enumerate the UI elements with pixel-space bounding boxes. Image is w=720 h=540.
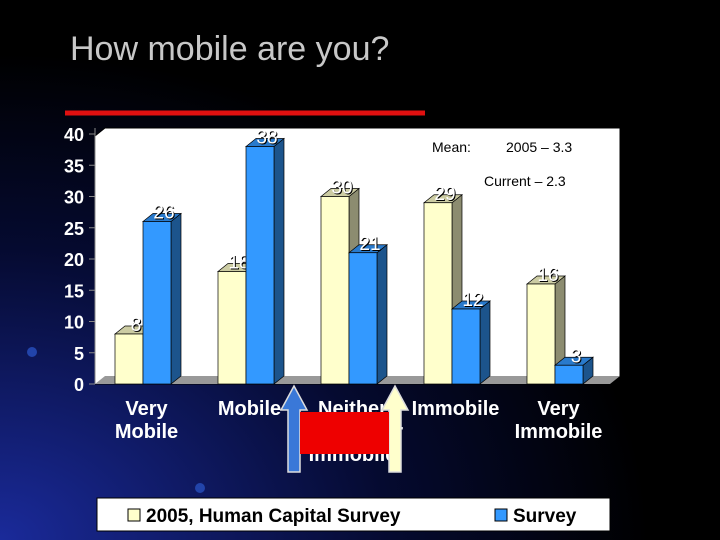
annotation: Mean: bbox=[432, 139, 471, 155]
decoration bbox=[27, 347, 37, 357]
bar bbox=[423, 202, 453, 385]
annotation: Current – 2.3 bbox=[484, 173, 566, 189]
data-label: 18 bbox=[228, 253, 249, 274]
legend-swatch bbox=[127, 508, 141, 522]
bar bbox=[554, 364, 584, 385]
y-tick-label: 5 bbox=[74, 344, 84, 364]
bar bbox=[142, 221, 172, 385]
y-tick-label: 30 bbox=[64, 188, 84, 208]
data-label: 18 bbox=[229, 254, 250, 275]
y-tick-label: 10 bbox=[64, 313, 84, 333]
bar bbox=[217, 271, 247, 385]
data-label: 21 bbox=[360, 235, 381, 256]
y-tick-label: 40 bbox=[64, 125, 84, 145]
data-label: 8 bbox=[132, 316, 143, 337]
data-label: 26 bbox=[154, 204, 175, 225]
data-label: 29 bbox=[435, 185, 456, 206]
highlight-box bbox=[300, 412, 389, 454]
arrow bbox=[380, 384, 410, 473]
legend-label: 2005, Human Capital Survey bbox=[146, 506, 401, 527]
data-label: 16 bbox=[537, 265, 558, 286]
data-label: 30 bbox=[332, 179, 353, 200]
x-tick-label: Immobile bbox=[411, 398, 500, 420]
bar bbox=[451, 308, 481, 385]
annotation: 2005 – 3.3 bbox=[506, 139, 572, 155]
bar bbox=[114, 333, 144, 385]
bar bbox=[245, 146, 275, 385]
data-label: 29 bbox=[434, 184, 455, 205]
data-label: 8 bbox=[131, 315, 142, 336]
y-tick-label: 20 bbox=[64, 250, 84, 270]
y-tick-label: 35 bbox=[64, 156, 84, 176]
data-label: 26 bbox=[153, 203, 174, 224]
data-label: 3 bbox=[572, 347, 583, 368]
bar bbox=[348, 252, 378, 385]
data-label: 30 bbox=[331, 178, 352, 199]
legend-label: Survey bbox=[513, 506, 577, 527]
chart-title: How mobile are you? bbox=[70, 30, 389, 68]
data-label: 12 bbox=[462, 290, 483, 311]
x-tick-label: Mobile bbox=[217, 398, 282, 420]
bar bbox=[526, 283, 556, 385]
data-label: 3 bbox=[571, 346, 582, 367]
legend-swatch bbox=[494, 508, 508, 522]
data-label: 21 bbox=[359, 234, 380, 255]
y-tick-label: 15 bbox=[64, 281, 84, 301]
data-label: 38 bbox=[257, 129, 278, 150]
bar bbox=[320, 196, 350, 385]
y-tick-label: 0 bbox=[74, 375, 84, 395]
arrow bbox=[279, 384, 309, 473]
data-label: 16 bbox=[538, 266, 559, 287]
y-tick-label: 25 bbox=[64, 219, 84, 239]
x-tick-label: Very Immobile bbox=[514, 398, 603, 443]
x-tick-label: Very Mobile bbox=[114, 398, 179, 443]
bars: 0510152025303540882626181838383030212129… bbox=[64, 125, 594, 395]
data-label: 12 bbox=[463, 291, 484, 312]
decoration bbox=[195, 483, 205, 493]
legend bbox=[96, 497, 611, 532]
data-label: 38 bbox=[256, 128, 277, 149]
